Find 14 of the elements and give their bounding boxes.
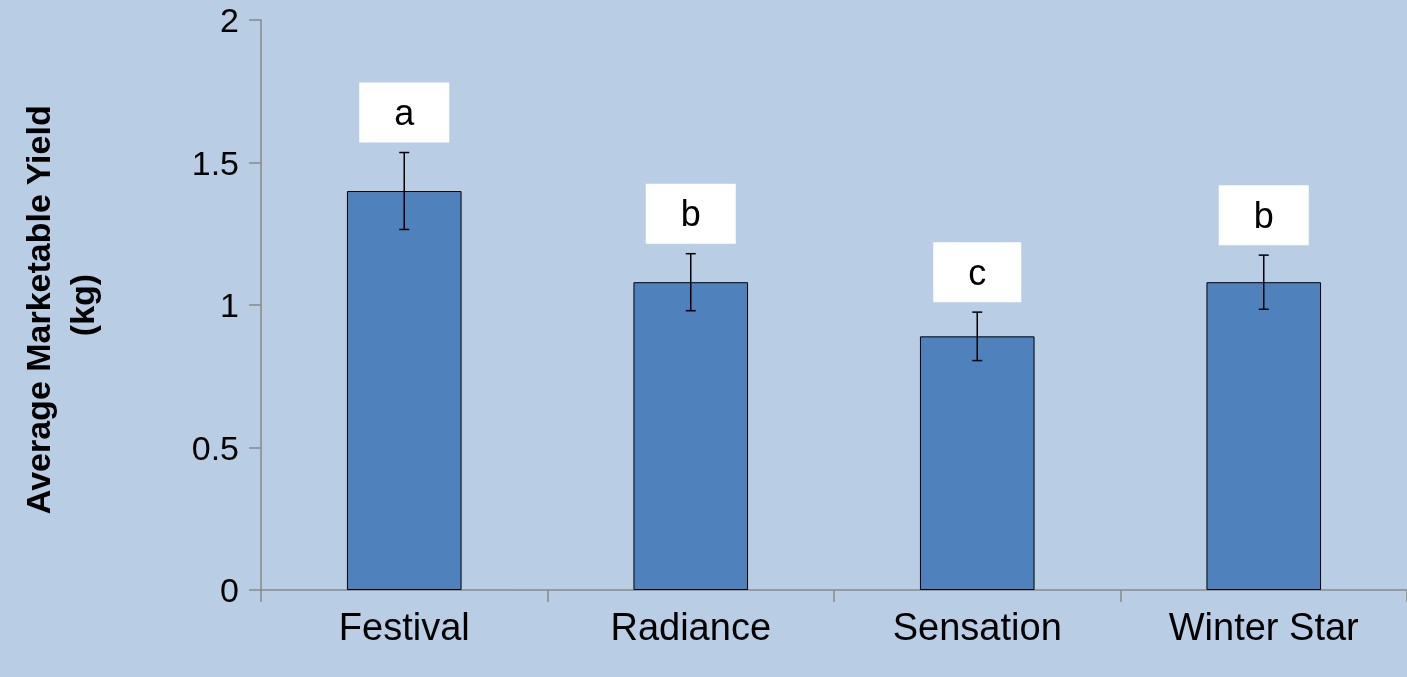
y-tick-label: 0 bbox=[220, 571, 239, 609]
annotation: a bbox=[394, 92, 416, 134]
x-tick-label: Sensation bbox=[892, 606, 1062, 648]
annotation: b bbox=[680, 193, 701, 235]
y-tick-label: 1.5 bbox=[191, 143, 239, 182]
y-tick-label: 1 bbox=[220, 286, 239, 324]
x-tick-label: Festival bbox=[338, 606, 470, 648]
y-axis-title: Average Marketable Yield (kg) bbox=[19, 95, 101, 515]
annotation: c bbox=[968, 251, 987, 293]
annotation: b bbox=[1253, 194, 1274, 236]
x-tick-label: Winter Star bbox=[1168, 606, 1360, 648]
x-tick-label: Radiance bbox=[610, 606, 772, 648]
y-tick-label: 0.5 bbox=[191, 428, 239, 467]
y-tick-label: 2 bbox=[220, 1, 239, 39]
